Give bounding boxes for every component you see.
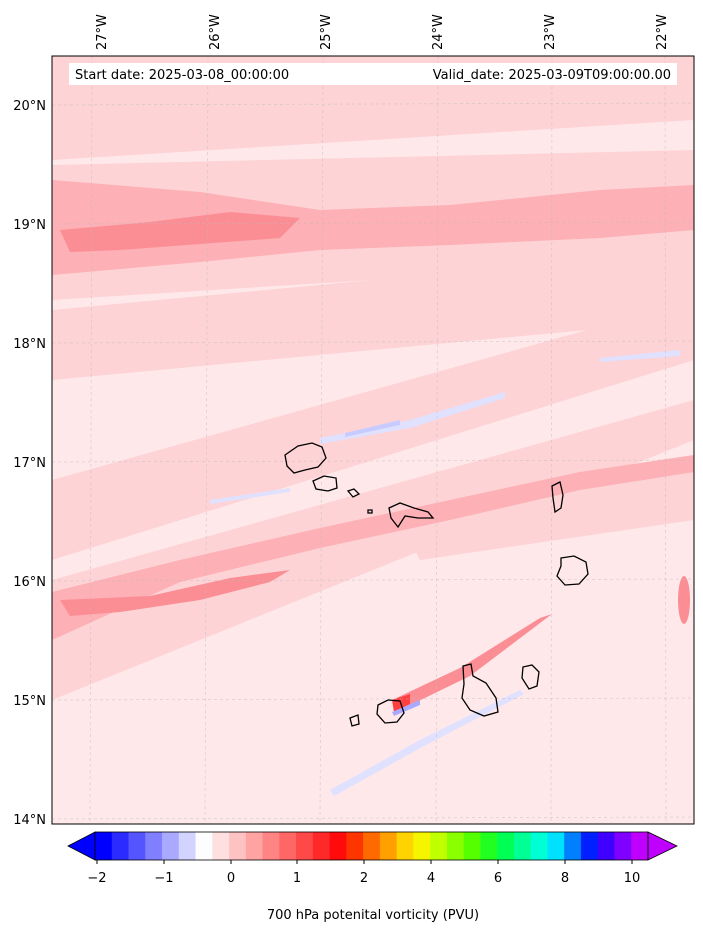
pv-plume-negative — [392, 700, 420, 716]
colorbar-tick-label: −2 — [87, 871, 106, 886]
lat-label: 15°N — [13, 694, 46, 709]
colorbar-cell — [413, 832, 431, 860]
colorbar-tick-label: −1 — [154, 871, 173, 886]
island-maio — [521, 664, 540, 690]
colorbar-cell — [162, 832, 180, 860]
pv-band — [400, 470, 694, 560]
pv-negative-streak — [330, 690, 524, 796]
gridlines — [52, 56, 694, 824]
pv-band — [52, 400, 694, 700]
valid-date-label: Valid_date: 2025-03-09T09:00:00.00 — [433, 68, 671, 83]
colorbar-cell — [128, 832, 146, 860]
colorbar-tick-label: 6 — [494, 871, 502, 886]
lat-label: 19°N — [13, 218, 46, 233]
colorbar-cell — [631, 832, 649, 860]
colorbar-cell — [363, 832, 381, 860]
lon-label: 25°W — [319, 14, 334, 50]
colorbar-cell — [229, 832, 247, 860]
colorbar-ticks: −2 −1 0 1 2 4 6 8 10 — [87, 860, 640, 886]
pv-negative-streak — [600, 350, 680, 362]
colorbar-tick-label: 1 — [293, 871, 301, 886]
colorbar-tick-label: 2 — [360, 871, 368, 886]
colorbar-cell — [597, 832, 616, 860]
island-boa-vista — [556, 555, 589, 586]
island-raso — [367, 509, 373, 514]
island-santiago — [461, 663, 499, 717]
pv-plume — [392, 614, 552, 712]
colorbar-tick-label: 8 — [561, 871, 569, 886]
colorbar-cell — [580, 832, 599, 860]
lat-label: 18°N — [13, 337, 46, 352]
pv-negative-streak — [210, 488, 290, 504]
lat-label: 17°N — [13, 456, 46, 471]
pv-core — [60, 212, 300, 252]
island-santa-luzia — [346, 488, 361, 498]
colorbar-cell — [396, 832, 414, 860]
colorbar-cell — [513, 832, 532, 860]
colorbar-cell — [346, 832, 364, 860]
colorbar-cell — [296, 832, 314, 860]
lon-label: 26°W — [208, 14, 223, 50]
lon-label: 23°W — [543, 14, 558, 50]
island-sal — [551, 481, 564, 514]
colorbar-tick-label: 4 — [427, 871, 435, 886]
pv-core — [60, 570, 290, 616]
colorbar-cell — [95, 832, 113, 860]
colorbar-cell — [279, 832, 297, 860]
colorbar-cell — [547, 832, 565, 860]
map-frame — [51, 55, 695, 825]
lon-label: 24°W — [431, 14, 446, 50]
colorbar-tick-label: 0 — [227, 871, 235, 886]
colorbar-cell — [480, 832, 498, 860]
colorbar-cell — [312, 832, 331, 860]
colorbar-cell — [329, 832, 347, 860]
colorbar-cell — [564, 832, 582, 860]
colorbar-cell — [614, 832, 632, 860]
date-info-box — [69, 63, 677, 85]
lon-label: 22°W — [655, 14, 670, 50]
pv-band — [52, 455, 694, 640]
colorbar: −2 −1 0 1 2 4 6 8 10 — [67, 831, 678, 886]
start-date-label: Start date: 2025-03-08_00:00:00 — [75, 68, 289, 83]
colorbar-cell — [262, 832, 280, 860]
colorbar-title: 700 hPa potenital vorticity (PVU) — [267, 908, 479, 923]
island-fogo — [376, 699, 405, 724]
colorbar-cell — [212, 832, 230, 860]
island-santo-antao — [284, 442, 327, 474]
colorbar-cell — [497, 832, 515, 860]
lat-label: 20°N — [13, 99, 46, 114]
colorbar-cells — [95, 832, 649, 860]
colorbar-extend-high — [647, 831, 678, 861]
colorbar-cell — [446, 832, 465, 860]
colorbar-cell — [111, 832, 130, 860]
coastlines — [284, 442, 589, 727]
colorbar-tick-label: 10 — [624, 871, 641, 886]
colorbar-cell — [463, 832, 482, 860]
map-panel — [52, 56, 694, 824]
pv-band — [52, 180, 694, 275]
colorbar-frame — [94, 831, 649, 861]
lat-label: 16°N — [13, 575, 46, 590]
colorbar-cell — [178, 832, 197, 860]
colorbar-cell — [145, 832, 163, 860]
colorbar-cell — [379, 832, 398, 860]
colorbar-cell — [195, 832, 213, 860]
island-sao-vicente — [312, 475, 338, 492]
colorbar-extend-low — [67, 831, 96, 861]
lat-label: 14°N — [13, 813, 46, 828]
longitude-labels: 27°W 26°W 25°W 24°W 23°W 22°W — [95, 14, 670, 50]
pv-negative-streak — [345, 420, 400, 437]
pv-band — [52, 250, 694, 380]
colorbar-cell — [530, 832, 549, 860]
pv-core — [678, 576, 690, 624]
colorbar-cell — [430, 832, 448, 860]
island-sao-nicolau — [388, 502, 435, 529]
latitude-labels: 20°N 19°N 18°N 17°N 16°N 15°N 14°N — [13, 99, 46, 828]
island-brava — [349, 714, 360, 727]
colorbar-cell — [245, 832, 264, 860]
lon-label: 27°W — [95, 14, 110, 50]
